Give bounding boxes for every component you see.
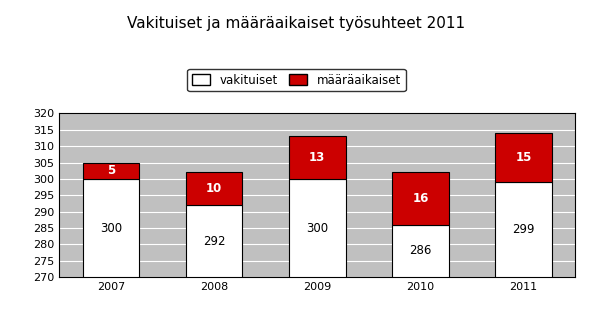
Bar — [186, 205, 243, 277]
Text: 299: 299 — [512, 223, 535, 236]
Bar — [82, 163, 139, 179]
Bar — [186, 172, 243, 205]
Bar — [392, 225, 449, 277]
Bar — [392, 172, 449, 225]
Text: 15: 15 — [515, 151, 532, 164]
Text: 13: 13 — [309, 151, 326, 164]
Text: 5: 5 — [107, 164, 115, 177]
Text: 300: 300 — [100, 221, 122, 235]
Text: Vakituiset ja määräaikaiset työsuhteet 2011: Vakituiset ja määräaikaiset työsuhteet 2… — [127, 16, 466, 31]
Bar — [289, 136, 346, 179]
Bar — [495, 182, 552, 277]
Text: 286: 286 — [409, 244, 432, 257]
Legend: vakituiset, määräaikaiset: vakituiset, määräaikaiset — [187, 69, 406, 91]
Bar — [495, 133, 552, 182]
Text: 300: 300 — [306, 221, 329, 235]
Text: 16: 16 — [412, 192, 429, 205]
Bar — [289, 179, 346, 277]
Text: 292: 292 — [203, 235, 225, 248]
Bar — [82, 179, 139, 277]
Text: 10: 10 — [206, 182, 222, 195]
